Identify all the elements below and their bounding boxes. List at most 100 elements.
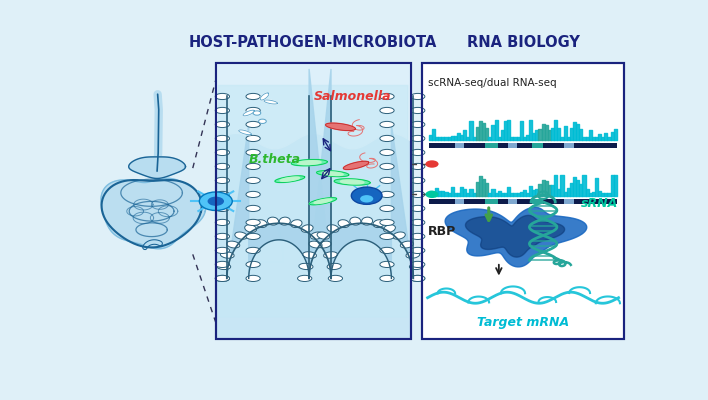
Ellipse shape [380, 261, 394, 268]
Polygon shape [280, 177, 299, 181]
Bar [532, 144, 544, 148]
Circle shape [426, 191, 438, 198]
Circle shape [351, 187, 382, 204]
Ellipse shape [411, 261, 425, 268]
Ellipse shape [217, 263, 231, 270]
Polygon shape [275, 176, 304, 182]
Bar [429, 144, 617, 148]
Ellipse shape [338, 220, 350, 228]
Polygon shape [309, 198, 336, 205]
Ellipse shape [411, 121, 425, 128]
Bar [216, 63, 411, 339]
Polygon shape [465, 215, 565, 257]
Ellipse shape [215, 275, 229, 282]
Circle shape [200, 192, 232, 210]
Ellipse shape [380, 247, 394, 254]
Bar [508, 144, 517, 148]
Ellipse shape [411, 247, 425, 254]
Polygon shape [261, 93, 269, 100]
Ellipse shape [246, 261, 261, 268]
Ellipse shape [246, 191, 261, 198]
Ellipse shape [245, 225, 256, 232]
Circle shape [207, 197, 224, 206]
Ellipse shape [215, 233, 229, 240]
Bar [485, 144, 498, 148]
Bar [429, 199, 617, 204]
Polygon shape [264, 100, 278, 104]
Bar [422, 63, 624, 339]
Ellipse shape [380, 219, 394, 226]
Ellipse shape [327, 225, 339, 232]
Ellipse shape [400, 241, 413, 248]
Ellipse shape [406, 252, 420, 258]
Ellipse shape [246, 219, 261, 226]
Ellipse shape [393, 232, 405, 239]
Ellipse shape [297, 275, 312, 282]
Ellipse shape [411, 177, 425, 184]
Ellipse shape [380, 107, 394, 114]
Ellipse shape [215, 275, 229, 282]
Polygon shape [239, 130, 251, 135]
Polygon shape [243, 110, 254, 116]
Ellipse shape [380, 233, 394, 240]
Ellipse shape [317, 232, 330, 239]
Ellipse shape [246, 135, 261, 142]
Ellipse shape [310, 232, 323, 239]
Ellipse shape [411, 135, 425, 142]
Ellipse shape [318, 241, 331, 248]
Ellipse shape [235, 232, 247, 239]
Circle shape [258, 119, 266, 124]
Ellipse shape [246, 247, 261, 254]
Bar [564, 199, 573, 204]
Bar [422, 63, 624, 339]
Bar [532, 199, 544, 204]
Ellipse shape [215, 247, 229, 254]
Polygon shape [343, 161, 369, 170]
Ellipse shape [303, 252, 316, 258]
Bar [564, 144, 573, 148]
Circle shape [360, 195, 373, 202]
Ellipse shape [246, 205, 261, 212]
Ellipse shape [380, 191, 394, 198]
Text: RNA BIOLOGY: RNA BIOLOGY [467, 34, 580, 50]
Text: HOST-PATHOGEN-MICROBIOTA: HOST-PATHOGEN-MICROBIOTA [189, 34, 438, 50]
Bar [216, 63, 411, 339]
Polygon shape [101, 178, 205, 249]
Ellipse shape [215, 135, 229, 142]
Ellipse shape [246, 233, 261, 240]
Ellipse shape [411, 107, 425, 114]
Ellipse shape [324, 252, 338, 258]
Ellipse shape [291, 220, 302, 228]
Ellipse shape [256, 220, 267, 228]
Polygon shape [291, 160, 327, 166]
Circle shape [253, 111, 261, 115]
Bar [455, 199, 464, 204]
Bar [485, 199, 498, 204]
Text: sRNA: sRNA [581, 197, 619, 210]
Polygon shape [326, 123, 355, 130]
Text: Salmonella: Salmonella [314, 90, 391, 103]
Ellipse shape [411, 163, 425, 170]
Ellipse shape [246, 149, 261, 156]
Ellipse shape [215, 121, 229, 128]
Ellipse shape [268, 217, 278, 225]
Ellipse shape [380, 93, 394, 100]
Ellipse shape [380, 121, 394, 128]
Ellipse shape [246, 177, 261, 184]
Polygon shape [341, 180, 364, 184]
Ellipse shape [411, 191, 425, 198]
Bar [455, 144, 464, 148]
Ellipse shape [215, 93, 229, 100]
Ellipse shape [215, 149, 229, 156]
Ellipse shape [380, 163, 394, 170]
Ellipse shape [327, 263, 341, 270]
Ellipse shape [380, 177, 394, 184]
Ellipse shape [299, 263, 313, 270]
Bar [508, 199, 517, 204]
Polygon shape [129, 157, 185, 178]
Circle shape [426, 160, 438, 168]
Polygon shape [309, 69, 413, 278]
Ellipse shape [246, 121, 261, 128]
Ellipse shape [411, 219, 425, 226]
Ellipse shape [380, 149, 394, 156]
